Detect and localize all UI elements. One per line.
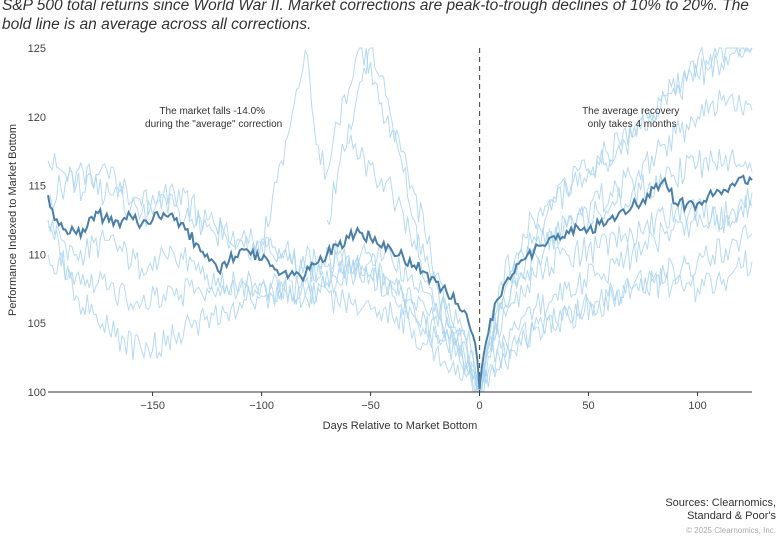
y-tick-label: 105 (28, 318, 46, 330)
individual-correction-lines (47, 46, 753, 394)
correction-line (47, 219, 753, 393)
x-axis-ticks: −150 −100 −50 0 50 100 (140, 392, 707, 412)
x-axis-title: Days Relative to Market Bottom (323, 420, 478, 432)
y-axis-ticks: 100 105 110 115 120 125 (28, 43, 46, 399)
x-tick-label: 100 (688, 400, 706, 412)
annotation-average-recovery-line-1: The average recovery (582, 106, 679, 117)
y-tick-label: 120 (28, 112, 46, 124)
correction-line (326, 46, 753, 393)
average-correction-line (47, 174, 753, 390)
y-tick-label: 125 (28, 43, 46, 55)
source-note: Sources: Clearnomics, Standard & Poor's (665, 497, 776, 523)
y-tick-label: 100 (28, 387, 46, 399)
y-tick-label: 110 (28, 249, 46, 261)
annotation-average-recovery-line-2: only takes 4 months (588, 119, 677, 130)
correction-line (47, 153, 753, 393)
annotation-market-falls: The market falls -14.0% during the "aver… (145, 106, 282, 130)
y-axis-title: Performance Indexed to Market Bottom (7, 124, 19, 316)
correction-line (348, 89, 753, 393)
y-tick-label: 115 (28, 181, 46, 193)
annotation-market-falls-line-2: during the "average" correction (145, 119, 282, 130)
x-tick-label: −50 (361, 400, 380, 412)
x-tick-label: −150 (140, 400, 165, 412)
correction-line (47, 224, 753, 393)
copyright-note: © 2025 Clearnomics, Inc. (686, 526, 776, 534)
correction-line (261, 46, 753, 393)
annotation-average-recovery: The average recovery only takes 4 months (582, 106, 682, 130)
source-line-2: Standard & Poor's (687, 510, 776, 522)
x-tick-label: −100 (249, 400, 274, 412)
chart-subtitle: S&P 500 total returns since World War II… (2, 0, 749, 33)
annotation-market-falls-line-1: The market falls -14.0% (159, 106, 265, 117)
source-line-1: Sources: Clearnomics, (665, 497, 776, 509)
x-tick-label: 50 (582, 400, 594, 412)
x-tick-label: 0 (476, 400, 482, 412)
